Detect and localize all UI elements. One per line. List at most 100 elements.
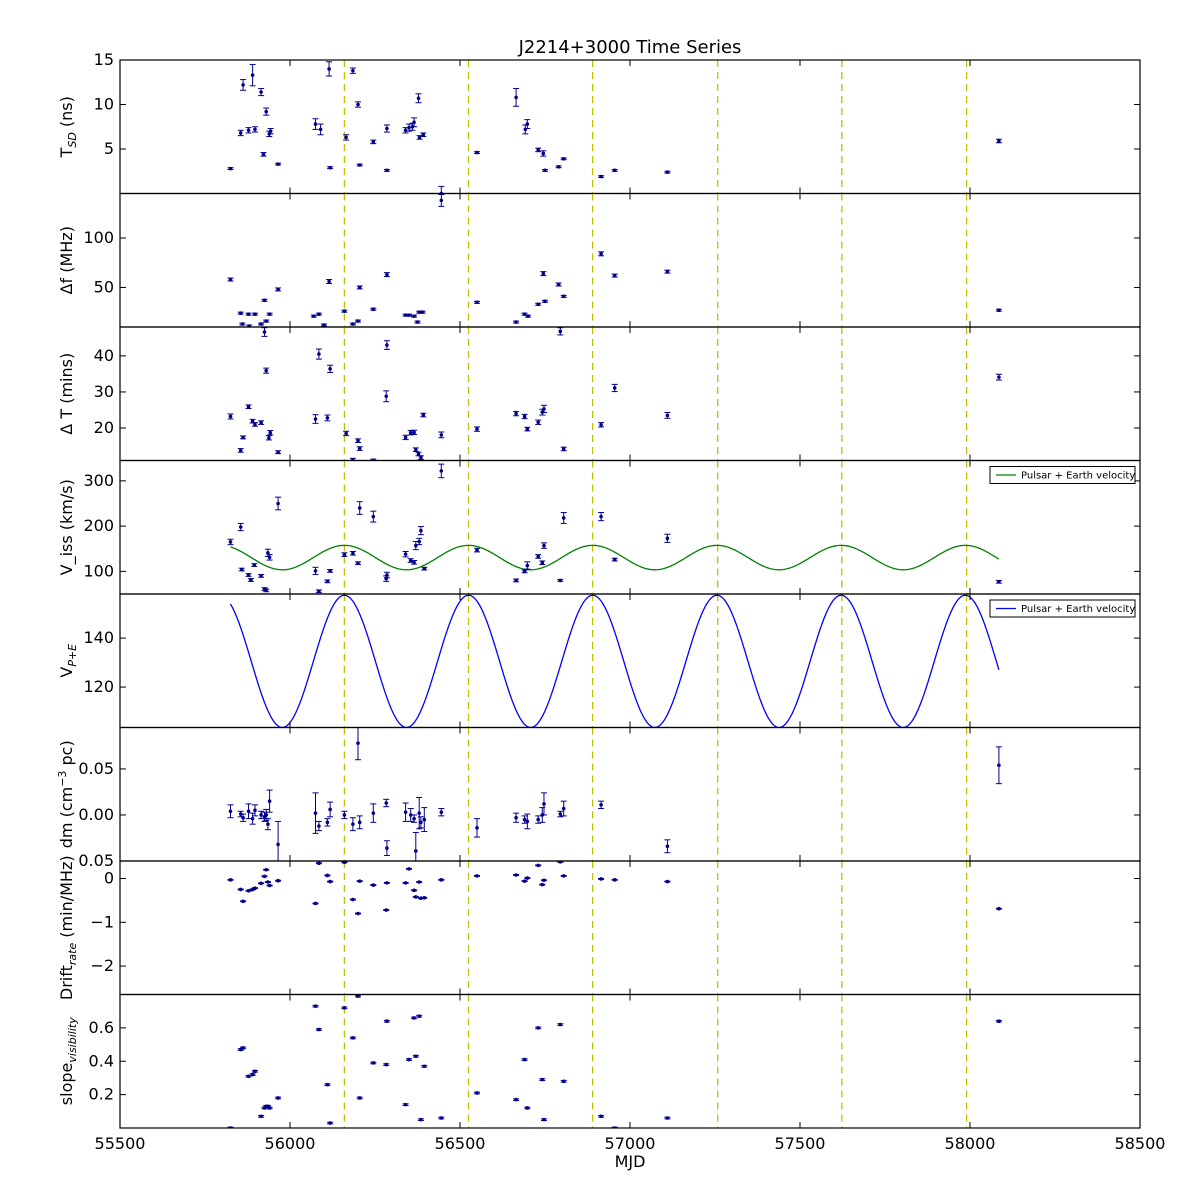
- point-marker: [356, 741, 360, 745]
- point-marker: [536, 420, 540, 425]
- data-point: [664, 533, 671, 543]
- data-point: [258, 1114, 265, 1119]
- point-marker: [357, 506, 362, 510]
- point-marker: [385, 168, 389, 173]
- point-marker: [238, 131, 243, 135]
- point-marker: [241, 815, 245, 820]
- point-marker: [385, 343, 389, 347]
- data-point: [474, 1091, 480, 1095]
- point-marker: [612, 557, 617, 562]
- point-marker: [665, 413, 670, 418]
- data-point: [227, 538, 234, 546]
- data-point: [421, 1064, 428, 1069]
- data-point: [263, 319, 270, 323]
- point-marker: [612, 878, 617, 882]
- data-point: [611, 168, 618, 173]
- y-label-main: Δ T (mins): [57, 353, 76, 435]
- point-marker: [253, 808, 257, 813]
- data-point: [406, 1057, 412, 1062]
- data-point: [420, 412, 427, 418]
- point-marker: [228, 414, 233, 419]
- point-marker: [241, 899, 245, 904]
- point-marker: [253, 422, 257, 427]
- point-marker: [325, 873, 330, 878]
- point-marker: [475, 300, 479, 305]
- data-point: [411, 814, 418, 823]
- point-marker: [261, 152, 266, 157]
- data-point: [251, 126, 258, 133]
- data-point: [237, 522, 244, 532]
- data-point: [356, 163, 363, 167]
- data-point: [542, 299, 548, 304]
- point-marker: [250, 419, 255, 423]
- point-marker: [612, 386, 617, 390]
- data-point: [240, 813, 247, 822]
- point-marker: [276, 450, 280, 455]
- legend-vpe: Pulsar + Earth velocity: [989, 599, 1136, 618]
- velocity-curve: [230, 544, 1000, 571]
- point-marker: [439, 1116, 444, 1120]
- data-point: [995, 308, 1002, 312]
- point-marker: [264, 588, 269, 593]
- data-point: [474, 874, 480, 878]
- data-point: [240, 435, 247, 440]
- point-marker: [317, 1027, 321, 1032]
- point-marker: [268, 129, 273, 133]
- point-marker: [561, 874, 566, 878]
- point-marker: [371, 811, 376, 815]
- data-point: [513, 873, 520, 877]
- point-marker: [247, 324, 251, 327]
- data-point: [995, 906, 1002, 911]
- data-point: [513, 410, 520, 417]
- point-marker: [266, 880, 270, 884]
- data-point: [249, 63, 256, 87]
- data-point: [327, 801, 334, 818]
- point-marker: [997, 1019, 1001, 1023]
- data-point: [535, 419, 542, 425]
- point-marker: [514, 815, 518, 820]
- data-point: [412, 1054, 419, 1059]
- point-marker: [357, 820, 362, 825]
- data-point: [524, 119, 531, 130]
- data-point: [266, 789, 273, 813]
- point-marker: [422, 1064, 427, 1069]
- data-point: [560, 874, 567, 878]
- data-point: [419, 310, 426, 314]
- data-point: [349, 67, 356, 74]
- data-point: [542, 168, 548, 173]
- panel-frame: [119, 59, 1141, 195]
- data-point: [341, 1006, 348, 1010]
- point-marker: [342, 813, 347, 817]
- data-point: [995, 579, 1002, 584]
- data-point: [524, 561, 531, 570]
- point-marker: [228, 540, 233, 544]
- point-marker: [351, 551, 355, 556]
- data-point: [237, 887, 244, 892]
- point-marker: [267, 312, 272, 316]
- y-tick-label: 50: [94, 277, 114, 296]
- panel-dt: 20 30 40 Δ T (mins): [57, 326, 1141, 462]
- data-point: [356, 285, 363, 290]
- data-point: [326, 279, 333, 284]
- point-marker: [246, 128, 251, 133]
- point-marker: [542, 1117, 546, 1122]
- data-point: [417, 526, 424, 536]
- point-marker: [264, 867, 269, 872]
- point-marker: [665, 170, 670, 174]
- data-point: [383, 124, 390, 133]
- data-point: [267, 430, 274, 436]
- panel-frame: [119, 593, 1141, 729]
- data-point: [239, 322, 246, 326]
- point-marker: [525, 876, 530, 880]
- data-point: [535, 863, 542, 868]
- point-marker: [421, 413, 426, 417]
- point-marker: [351, 897, 355, 902]
- data-point: [341, 810, 348, 820]
- point-marker: [262, 874, 267, 879]
- point-marker: [327, 67, 331, 71]
- data-point: [539, 560, 546, 566]
- y-tick-label: 0.4: [89, 1051, 114, 1070]
- data-point: [245, 573, 252, 577]
- point-marker: [536, 863, 540, 868]
